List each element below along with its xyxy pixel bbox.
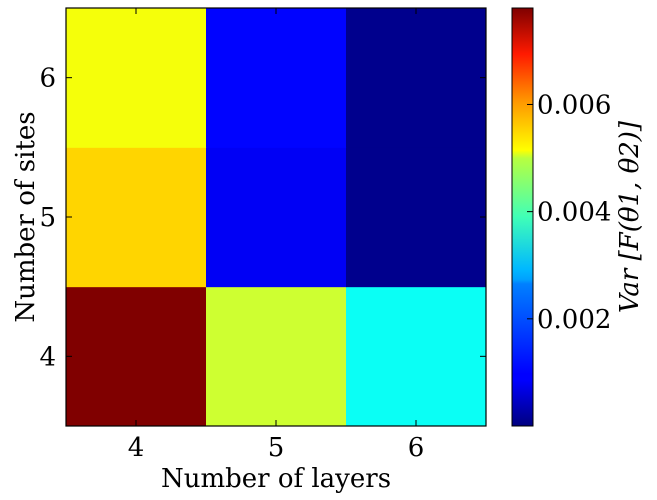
y-tick-label: 5 — [39, 203, 56, 233]
x-ticks: 4 5 6 — [128, 8, 425, 463]
x-tick-label: 4 — [128, 433, 145, 463]
heatmap-cell-sites-4-layers-6 — [346, 286, 487, 427]
heatmap-cell-sites-6-layers-5 — [206, 8, 347, 148]
x-tick-label: 5 — [268, 433, 285, 463]
heatmap-cell-sites-5-layers-4 — [66, 147, 207, 288]
colorbar-tick-label: 0.002 — [537, 305, 611, 335]
x-axis-label: Number of layers — [161, 464, 391, 494]
colorbar — [511, 7, 534, 427]
y-tick-label: 6 — [39, 64, 56, 94]
heatmap-cell-sites-4-layers-4 — [66, 286, 207, 427]
x-tick-label: 6 — [408, 433, 425, 463]
heatmap-cell-sites-5-layers-6 — [346, 147, 487, 288]
heatmap-cell-sites-4-layers-5 — [206, 286, 347, 427]
heatmap-cell-sites-5-layers-5 — [206, 147, 347, 288]
colorbar-ticks: 0.002 0.004 0.006 — [527, 90, 611, 335]
colorbar-tick-label: 0.006 — [537, 90, 611, 120]
y-tick-label: 4 — [39, 342, 56, 372]
heatmap-cell-sites-6-layers-4 — [66, 8, 207, 148]
heatmap-cell-sites-6-layers-6 — [346, 8, 487, 148]
colorbar-label: Var [F(θ1, θ2)] — [615, 120, 645, 313]
heatmap-cells — [66, 8, 487, 427]
colorbar-tick-label: 0.004 — [537, 198, 611, 228]
y-ticks: 4 5 6 — [39, 64, 486, 372]
y-axis-label: Number of sites — [11, 111, 41, 322]
